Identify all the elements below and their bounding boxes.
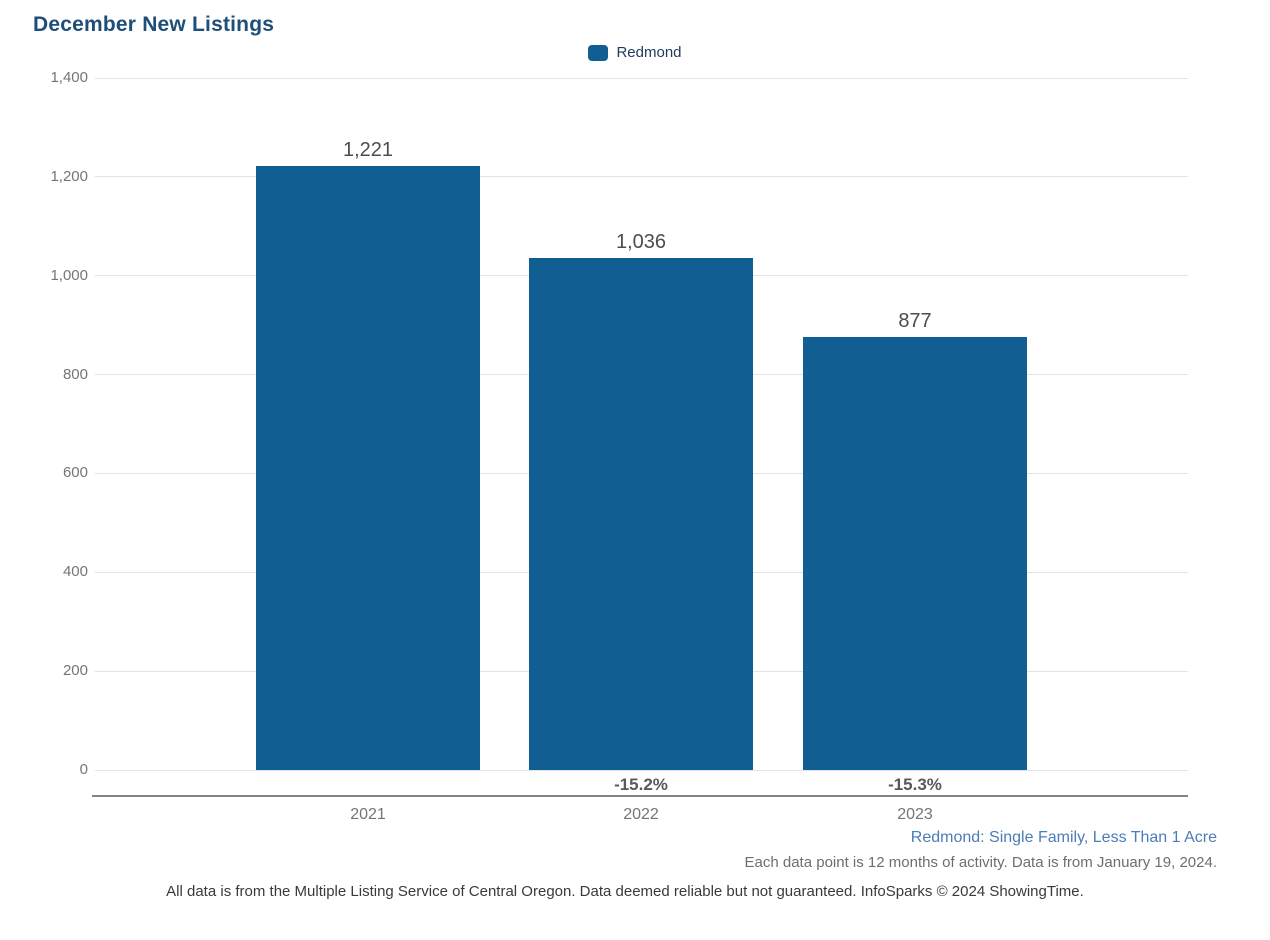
footnote-disclaimer: All data is from the Multiple Listing Se… [166,883,1084,900]
bar-2021[interactable] [256,166,480,770]
bar-2023[interactable] [803,336,1027,770]
legend-item-redmond[interactable]: Redmond [588,44,682,61]
y-axis-tick-label: 200 [62,662,88,680]
bar-value-label: 1,036 [615,230,667,253]
bar-value-label: 877 [898,309,932,332]
footnote-datapoint: Each data point is 12 months of activity… [744,854,1217,871]
y-axis-tick-label: 600 [62,464,88,482]
x-axis-category-label: 2021 [350,806,386,823]
legend-swatch-icon [588,44,609,61]
legend: Redmond [0,44,1270,61]
y-axis-tick-label: 0 [79,761,88,778]
y-axis-tick-label: 1,400 [50,69,88,86]
gridline [95,769,1188,771]
bar-2022[interactable] [529,257,753,770]
x-axis-category-label: 2023 [897,806,933,823]
bar-value-label: 1,221 [342,139,394,162]
legend-label: Redmond [616,44,682,61]
pct-change-label: -15.2% [614,775,668,794]
y-axis-tick-label: 1,000 [50,266,88,284]
y-axis-tick-label: 800 [62,365,88,383]
chart-title: December New Listings [33,13,275,36]
footnote-segment: Redmond: Single Family, Less Than 1 Acre [910,829,1217,846]
x-axis-category-label: 2022 [623,806,659,823]
x-axis-line [92,795,1188,797]
y-axis-tick-label: 400 [62,563,88,581]
y-axis-tick-label: 1,200 [50,167,88,185]
gridline [95,176,1188,178]
gridline [95,77,1188,79]
pct-change-label: -15.3% [888,775,942,794]
